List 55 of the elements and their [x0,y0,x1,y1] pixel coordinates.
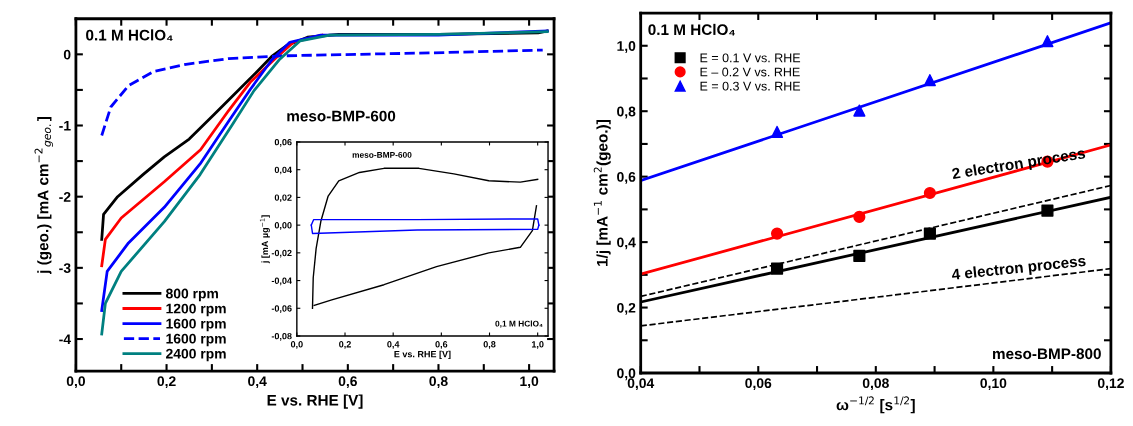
x-tick-label: 0,4 [387,341,400,349]
y-tick-label: 0,04 [274,166,292,175]
y-tick-label: 0,06 [274,138,292,147]
annotation: 2 electron process [951,147,1086,183]
y-tick-label: 0,4 [617,237,636,250]
legend-label: 800 rpm [165,288,218,302]
x-tick-label: 0,06 [745,378,772,391]
y-tick-label: -2 [59,192,71,202]
y-tick-label: -0,04 [271,277,292,286]
x-tick-label: 0,08 [862,378,889,391]
annotation: meso-BMP-600 [352,151,412,158]
annotation: 4 electron process [951,254,1087,283]
x-tick-label: 0,6 [338,376,357,389]
legend-label: E = 0.1 V vs. RHE [700,53,801,63]
legend-label: E = 0.3 V vs. RHE [700,81,801,91]
x-tick-label: 0,2 [339,341,351,349]
annotation: 0.1 M HClO₄ [86,29,173,41]
x-tick-label: 0,8 [429,376,448,389]
x-axis-title: E vs. RHE [V] [394,350,451,360]
x-tick-label: 0,2 [157,376,176,389]
x-tick-label: 0,8 [483,341,496,349]
x-axis-title: E vs. RHE [V] [267,394,363,409]
y-tick-label: 0 [63,49,71,60]
x-tick-label: 1,0 [531,341,544,349]
x-tick-label: 1,0 [520,376,539,389]
y-tick-label: -4 [59,334,71,345]
annotation: meso-BMP-600 [287,110,396,122]
legend-label: 1200 rpm [166,303,226,317]
annotation: meso-BMP-800 [992,348,1101,360]
x-axis-title: ω$^{−1/2}$ [s$^{1/2}$] [836,396,915,414]
y-tick-label: -0,02 [271,249,292,258]
y-tick-label: -1 [59,120,71,131]
annotation: 0,1 M HClO₄ [495,320,543,328]
y-axis-title: 1/j [mA$^{−1}$ cm$^{2}$(geo.)] [593,120,611,266]
y-tick-label: 0,2 [617,302,636,315]
x-tick-label: 0,4 [248,376,267,389]
x-tick-label: 0,10 [980,378,1007,391]
y-tick-label: 0,02 [274,194,292,203]
legend-label: 1600 rpm [166,318,226,332]
y-tick-label: 0,00 [274,222,292,230]
y-tick-label: -0,06 [271,305,292,313]
x-tick-label: 0,6 [435,341,448,349]
y-tick-label: -3 [59,263,71,274]
y-tick-label: 0,6 [617,171,636,184]
y-axis-title: j [mA µg$^{−1}$] [259,215,270,264]
x-tick-label: 0,0 [290,341,303,349]
annotation: 0.1 M HClO₄ [648,23,735,36]
y-tick-label: -0,08 [271,332,292,341]
legend-label: 1600 rpm [166,333,226,347]
legend-label: E – 0.2 V vs. RHE [700,67,800,77]
legend-label: 2400 rpm [166,348,226,362]
x-tick-label: 0,12 [1097,378,1124,391]
y-axis-title: j (geo.) [mA cm$^{−2}$$_{geo.}$] [34,116,54,275]
y-tick-label: 0,8 [617,106,636,119]
y-tick-label: 1,0 [617,41,636,53]
